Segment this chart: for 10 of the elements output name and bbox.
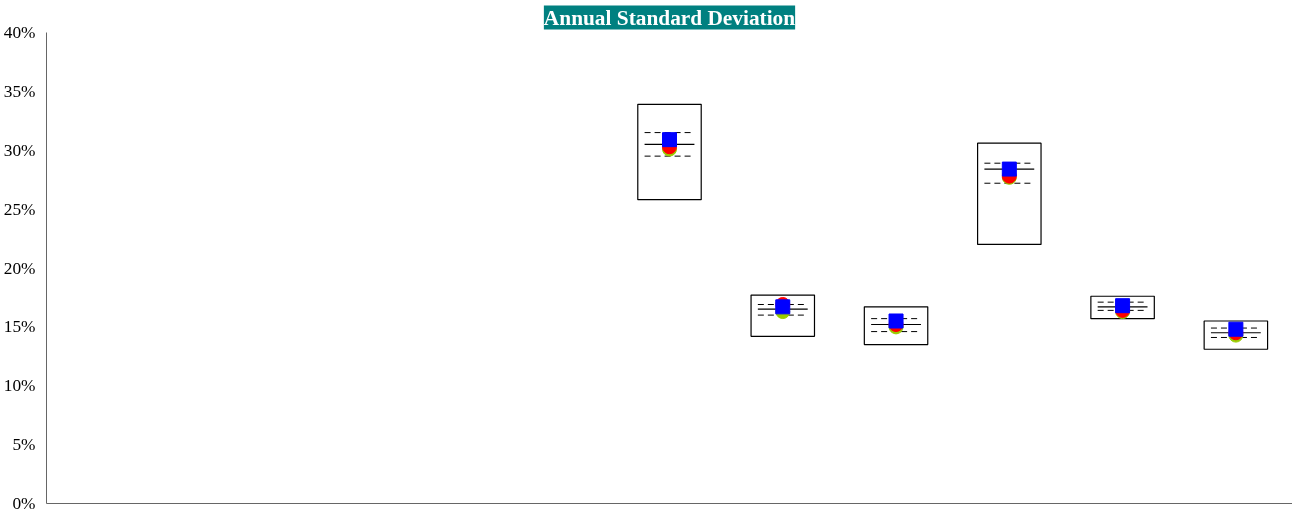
y-tick-label: 40% <box>3 23 36 42</box>
y-tick-label: 30% <box>3 140 36 160</box>
y-tick-label: 25% <box>3 199 36 219</box>
chart-title: Annual Standard Deviation <box>543 5 796 30</box>
y-tick-label: 35% <box>3 81 36 101</box>
y-tick-label: 5% <box>12 435 36 455</box>
y-tick-label: 0% <box>12 494 36 513</box>
y-tick-label: 20% <box>3 258 36 278</box>
y-tick-label: 15% <box>3 317 36 337</box>
y-tick-label: 10% <box>3 376 36 396</box>
